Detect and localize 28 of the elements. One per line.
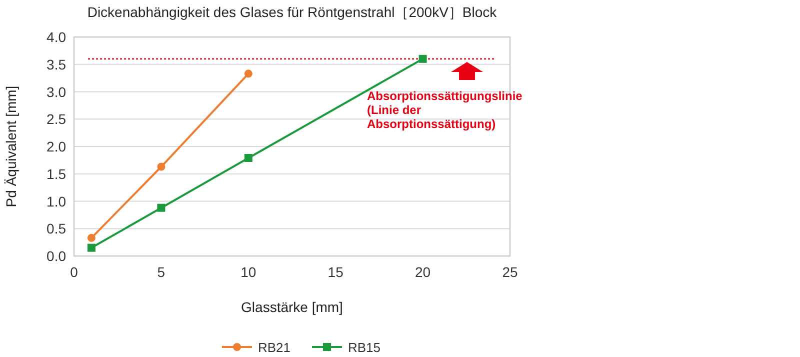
point <box>87 234 96 242</box>
legend-label: RB21 <box>258 340 291 355</box>
x-tick-label: 0 <box>70 264 78 280</box>
x-tick-label: 5 <box>157 264 166 280</box>
annotation: Absorptionssättigungslinie (Linie der Absorptionssättigung) <box>367 89 523 131</box>
point <box>244 154 252 162</box>
legend-label: RB15 <box>348 340 381 355</box>
chart-title: Dickenabhängigkeit des Glases für Röntgenstrahl［200kV］Block <box>87 4 498 20</box>
y-tick-label: 1.5 <box>46 166 66 182</box>
point <box>418 54 427 63</box>
y-tick-label: 1.0 <box>46 193 66 210</box>
y-axis-title: Pd Äquivalent [mm] <box>3 86 19 208</box>
y-tick-label: 3.0 <box>46 84 66 100</box>
point <box>157 162 166 171</box>
point <box>87 244 96 252</box>
x-axis-title: Glasstärke [mm] <box>241 299 343 315</box>
point <box>244 70 252 78</box>
y-tick-label: 0.0 <box>46 248 66 264</box>
x-tick-label: 25 <box>502 264 518 280</box>
x-tick-label: 10 <box>240 264 256 280</box>
point <box>157 204 166 212</box>
y-tick-label: 3.5 <box>46 56 66 72</box>
y-tick-label: 2.0 <box>46 138 66 154</box>
y-tick-label: 0.5 <box>46 220 66 237</box>
x-tick-label: 20 <box>415 264 431 280</box>
y-tick-label: 4.0 <box>46 29 66 45</box>
x-tick-label: 15 <box>328 264 344 280</box>
y-tick-label: 2.5 <box>46 111 66 128</box>
